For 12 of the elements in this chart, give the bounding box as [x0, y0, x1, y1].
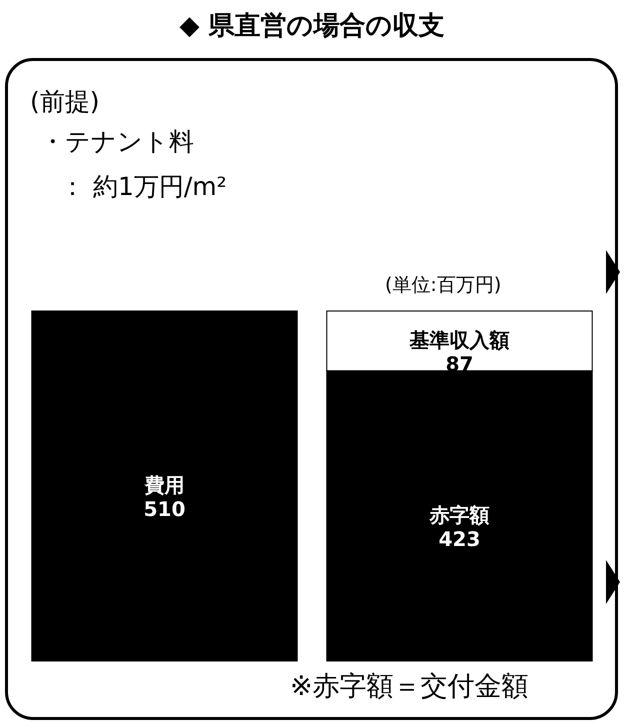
series-label: 基準収入額	[408, 328, 510, 352]
series-label: 費用	[144, 473, 184, 497]
data-label: 87	[446, 352, 474, 376]
text: ： 約1万円/m²	[60, 171, 227, 203]
text: (単位:百万円)	[385, 273, 502, 298]
text: ・テナント料	[40, 126, 194, 158]
data-label: 423	[438, 526, 480, 551]
text: (前提)	[30, 86, 100, 118]
series-label: 赤字額	[428, 502, 490, 527]
data-label: 510	[144, 497, 186, 521]
chart-title: ◆ 県直営の場合の収支	[178, 10, 446, 43]
text: ※赤字額＝交付金額	[290, 670, 529, 704]
